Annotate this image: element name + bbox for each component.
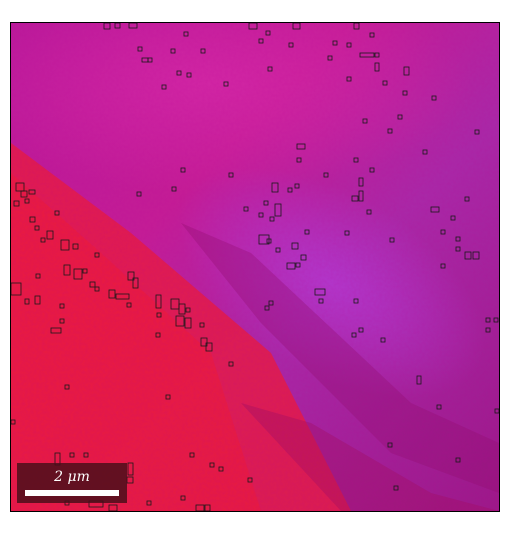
scale-bar-label: 2 μm: [17, 469, 127, 485]
texture-noise: [11, 23, 499, 511]
scale-bar-panel: 2 μm: [17, 463, 127, 503]
scale-bar: [25, 490, 119, 496]
micrograph-figure: 2 μm: [10, 22, 500, 512]
orientation-map: [11, 23, 499, 511]
